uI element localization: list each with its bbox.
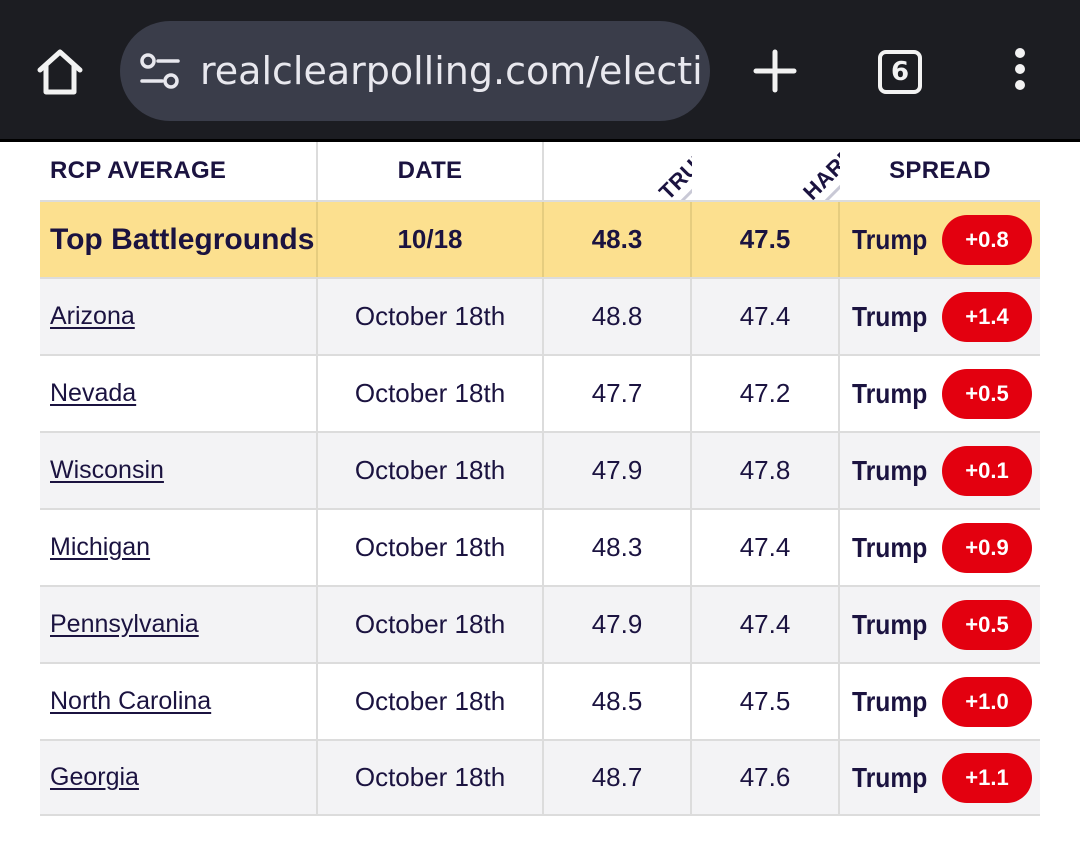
browser-toolbar: realclearpolling.com/electic 6 bbox=[0, 0, 1080, 142]
address-bar[interactable]: realclearpolling.com/electic bbox=[120, 21, 710, 121]
state-cell: Georgia bbox=[40, 741, 318, 814]
state-link[interactable]: Arizona bbox=[50, 302, 135, 330]
harris-value: 47.6 bbox=[692, 741, 840, 814]
spread-leader: Trump bbox=[852, 685, 928, 717]
plus-icon bbox=[753, 49, 797, 93]
date-cell: October 18th bbox=[318, 433, 544, 508]
spread-badge: +0.8 bbox=[942, 214, 1032, 265]
header-harris-label: HARRIS bbox=[798, 142, 840, 200]
state-cell: North Carolina bbox=[40, 664, 318, 739]
date-cell: October 18th bbox=[318, 664, 544, 739]
trump-value: 48.3 bbox=[544, 510, 692, 585]
header-trump[interactable]: TRUMP bbox=[544, 142, 692, 200]
spread-cell: Trump +1.1 bbox=[840, 741, 1040, 814]
summary-trump: 48.3 bbox=[544, 202, 692, 277]
harris-value: 47.5 bbox=[692, 664, 840, 739]
spread-badge: +0.1 bbox=[942, 445, 1032, 496]
harris-value: 47.8 bbox=[692, 433, 840, 508]
polling-table: RCP AVERAGE DATE TRUMP HARRIS SPREAD Top… bbox=[40, 142, 1040, 816]
state-cell: Wisconsin bbox=[40, 433, 318, 508]
trump-value: 47.7 bbox=[544, 356, 692, 431]
spread-leader: Trump bbox=[852, 454, 928, 486]
trump-value: 48.7 bbox=[544, 741, 692, 814]
header-date[interactable]: DATE bbox=[318, 142, 544, 200]
summary-spread: Trump +0.8 bbox=[840, 202, 1040, 277]
table-row: Arizona October 18th 48.8 47.4 Trump +1.… bbox=[40, 277, 1040, 354]
table-row: Nevada October 18th 47.7 47.2 Trump +0.5 bbox=[40, 354, 1040, 431]
state-cell: Michigan bbox=[40, 510, 318, 585]
harris-value: 47.4 bbox=[692, 510, 840, 585]
table-header: RCP AVERAGE DATE TRUMP HARRIS SPREAD bbox=[40, 142, 1040, 200]
table-row: Michigan October 18th 48.3 47.4 Trump +0… bbox=[40, 508, 1040, 585]
spread-cell: Trump +1.4 bbox=[840, 279, 1040, 354]
harris-value: 47.4 bbox=[692, 279, 840, 354]
spread-cell: Trump +0.9 bbox=[840, 510, 1040, 585]
spread-badge: +0.5 bbox=[942, 368, 1032, 419]
new-tab-button[interactable] bbox=[750, 46, 800, 96]
state-link[interactable]: North Carolina bbox=[50, 687, 212, 715]
state-cell: Arizona bbox=[40, 279, 318, 354]
table-row: Wisconsin October 18th 47.9 47.8 Trump +… bbox=[40, 431, 1040, 508]
tab-switcher-button[interactable]: 6 bbox=[878, 50, 922, 94]
home-button[interactable] bbox=[30, 42, 90, 102]
summary-harris: 47.5 bbox=[692, 202, 840, 277]
table-row: North Carolina October 18th 48.5 47.5 Tr… bbox=[40, 662, 1040, 739]
trump-value: 48.5 bbox=[544, 664, 692, 739]
header-rcp-average[interactable]: RCP AVERAGE bbox=[40, 142, 318, 200]
date-cell: October 18th bbox=[318, 587, 544, 662]
table-row: Georgia October 18th 48.7 47.6 Trump +1.… bbox=[40, 739, 1040, 816]
harris-value: 47.2 bbox=[692, 356, 840, 431]
date-cell: October 18th bbox=[318, 510, 544, 585]
trump-value: 48.8 bbox=[544, 279, 692, 354]
url-text[interactable]: realclearpolling.com/electic bbox=[200, 49, 700, 93]
summary-row: Top Battlegrounds 10/18 48.3 47.5 Trump … bbox=[40, 200, 1040, 277]
date-cell: October 18th bbox=[318, 741, 544, 814]
spread-cell: Trump +0.1 bbox=[840, 433, 1040, 508]
spread-cell: Trump +0.5 bbox=[840, 587, 1040, 662]
harris-value: 47.4 bbox=[692, 587, 840, 662]
summary-date: 10/18 bbox=[318, 202, 544, 277]
date-cell: October 18th bbox=[318, 279, 544, 354]
state-link[interactable]: Nevada bbox=[50, 379, 137, 407]
home-icon bbox=[37, 49, 83, 95]
spread-leader: Trump bbox=[852, 223, 928, 255]
spread-badge: +1.1 bbox=[942, 752, 1032, 803]
spread-leader: Trump bbox=[852, 300, 928, 332]
tune-icon[interactable] bbox=[140, 53, 180, 89]
spread-badge: +0.9 bbox=[942, 522, 1032, 573]
header-spread[interactable]: SPREAD bbox=[889, 157, 991, 184]
header-harris[interactable]: HARRIS bbox=[692, 142, 840, 200]
state-link[interactable]: Georgia bbox=[50, 763, 139, 791]
state-link[interactable]: Wisconsin bbox=[50, 456, 164, 484]
trump-value: 47.9 bbox=[544, 587, 692, 662]
spread-cell: Trump +1.0 bbox=[840, 664, 1040, 739]
trump-value: 47.9 bbox=[544, 433, 692, 508]
spread-leader: Trump bbox=[852, 377, 928, 409]
table-row: Pennsylvania October 18th 47.9 47.4 Trum… bbox=[40, 585, 1040, 662]
spread-leader: Trump bbox=[852, 761, 928, 793]
state-link[interactable]: Pennsylvania bbox=[50, 610, 199, 638]
state-cell: Pennsylvania bbox=[40, 587, 318, 662]
state-link[interactable]: Michigan bbox=[50, 533, 151, 561]
spread-leader: Trump bbox=[852, 531, 928, 563]
header-trump-label: TRUMP bbox=[654, 142, 692, 200]
more-vert-icon[interactable] bbox=[1006, 48, 1034, 96]
state-cell: Nevada bbox=[40, 356, 318, 431]
spread-badge: +0.5 bbox=[942, 599, 1032, 650]
spread-badge: +1.4 bbox=[942, 291, 1032, 342]
spread-leader: Trump bbox=[852, 608, 928, 640]
summary-name: Top Battlegrounds bbox=[40, 202, 318, 277]
date-cell: October 18th bbox=[318, 356, 544, 431]
spread-cell: Trump +0.5 bbox=[840, 356, 1040, 431]
spread-badge: +1.0 bbox=[942, 676, 1032, 727]
